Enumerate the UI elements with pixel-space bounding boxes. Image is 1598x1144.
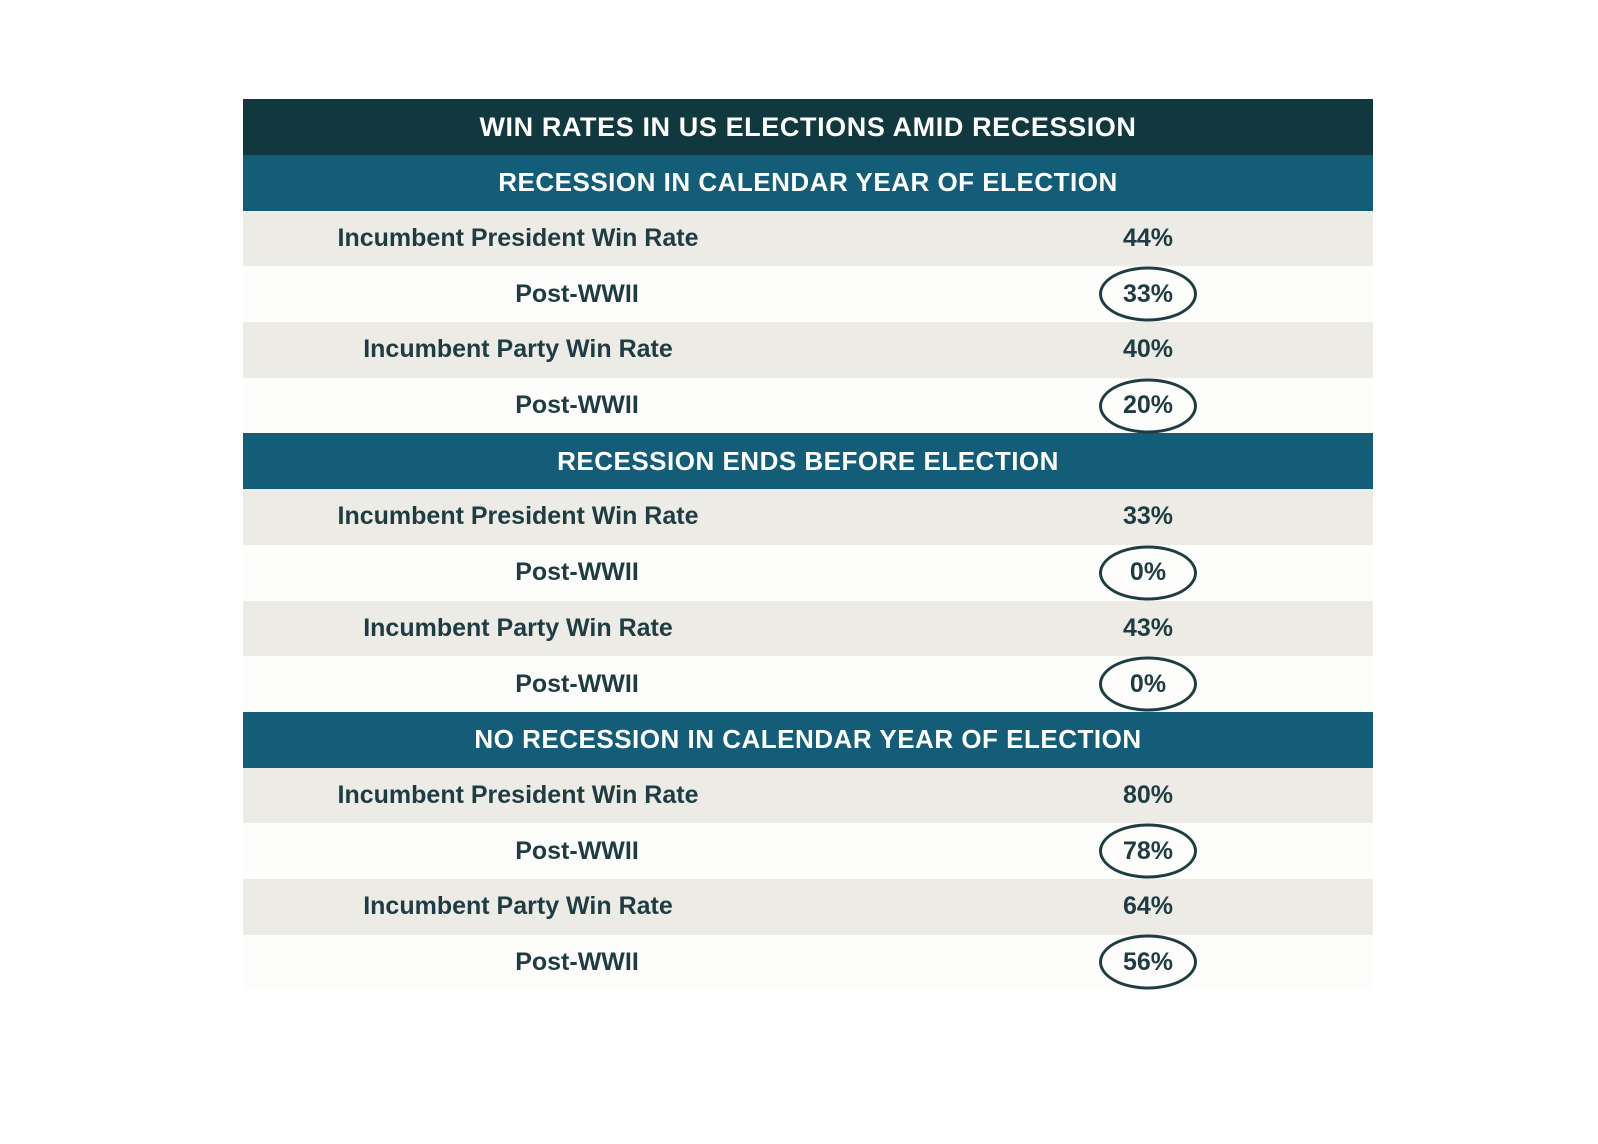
table-row: Incumbent Party Win Rate 40% bbox=[243, 322, 1373, 378]
table-row: Post-WWII 56% bbox=[243, 934, 1373, 991]
table-row: Incumbent President Win Rate 80% bbox=[243, 767, 1373, 824]
row-value: 0% bbox=[1038, 545, 1258, 601]
row-label: Post-WWII bbox=[515, 391, 639, 420]
row-value-text: 0% bbox=[1129, 669, 1167, 698]
table-row: Incumbent Party Win Rate 64% bbox=[243, 878, 1373, 935]
table-row: Post-WWII 33% bbox=[243, 266, 1373, 323]
row-value: 33% bbox=[1038, 489, 1258, 545]
win-rates-table: WIN RATES IN US ELECTIONS AMID RECESSION… bbox=[243, 99, 1373, 991]
row-value: 20% bbox=[1038, 378, 1258, 434]
row-value-text: 64% bbox=[1122, 892, 1174, 921]
row-value-text: 33% bbox=[1122, 502, 1174, 531]
row-value-text: 80% bbox=[1122, 780, 1174, 809]
row-label: Post-WWII bbox=[515, 836, 639, 865]
row-value-text: 0% bbox=[1129, 558, 1167, 587]
table-row: Post-WWII 0% bbox=[243, 656, 1373, 712]
row-label: Incumbent Party Win Rate bbox=[363, 892, 673, 921]
table-row: Post-WWII 78% bbox=[243, 823, 1373, 879]
row-label: Incumbent Party Win Rate bbox=[363, 335, 673, 364]
table-row: Post-WWII 20% bbox=[243, 377, 1373, 434]
row-label: Post-WWII bbox=[515, 558, 639, 587]
section-header: RECESSION IN CALENDAR YEAR OF ELECTION bbox=[243, 155, 1373, 211]
row-label: Post-WWII bbox=[515, 947, 639, 976]
row-label: Incumbent Party Win Rate bbox=[363, 613, 673, 642]
row-value-text: 40% bbox=[1122, 335, 1174, 364]
table-title: WIN RATES IN US ELECTIONS AMID RECESSION bbox=[243, 99, 1373, 155]
row-value: 64% bbox=[1038, 879, 1258, 935]
table-row: Post-WWII 0% bbox=[243, 544, 1373, 601]
row-value-text: 56% bbox=[1122, 947, 1174, 976]
row-value: 0% bbox=[1038, 656, 1258, 712]
table-row: Incumbent Party Win Rate 43% bbox=[243, 600, 1373, 657]
row-value: 43% bbox=[1038, 601, 1258, 657]
row-value-text: 20% bbox=[1122, 391, 1174, 420]
row-value-text: 43% bbox=[1122, 613, 1174, 642]
row-label: Incumbent President Win Rate bbox=[337, 224, 699, 253]
row-label: Incumbent President Win Rate bbox=[337, 780, 699, 809]
row-value-text: 44% bbox=[1122, 224, 1174, 253]
row-value: 40% bbox=[1038, 322, 1258, 378]
row-label: Incumbent President Win Rate bbox=[337, 502, 699, 531]
row-value: 44% bbox=[1038, 211, 1258, 267]
row-value: 56% bbox=[1038, 934, 1258, 991]
section-header: RECESSION ENDS BEFORE ELECTION bbox=[243, 433, 1373, 490]
row-value: 33% bbox=[1038, 266, 1258, 322]
row-value-text: 78% bbox=[1122, 836, 1174, 865]
row-value: 80% bbox=[1038, 768, 1258, 824]
table-sections: RECESSION IN CALENDAR YEAR OF ELECTION In… bbox=[243, 155, 1373, 991]
row-label: Post-WWII bbox=[515, 279, 639, 308]
row-value-text: 33% bbox=[1122, 279, 1174, 308]
section-header: NO RECESSION IN CALENDAR YEAR OF ELECTIO… bbox=[243, 711, 1373, 768]
table-row: Incumbent President Win Rate 33% bbox=[243, 489, 1373, 545]
row-value: 78% bbox=[1038, 823, 1258, 879]
row-label: Post-WWII bbox=[515, 669, 639, 698]
table-row: Incumbent President Win Rate 44% bbox=[243, 210, 1373, 267]
